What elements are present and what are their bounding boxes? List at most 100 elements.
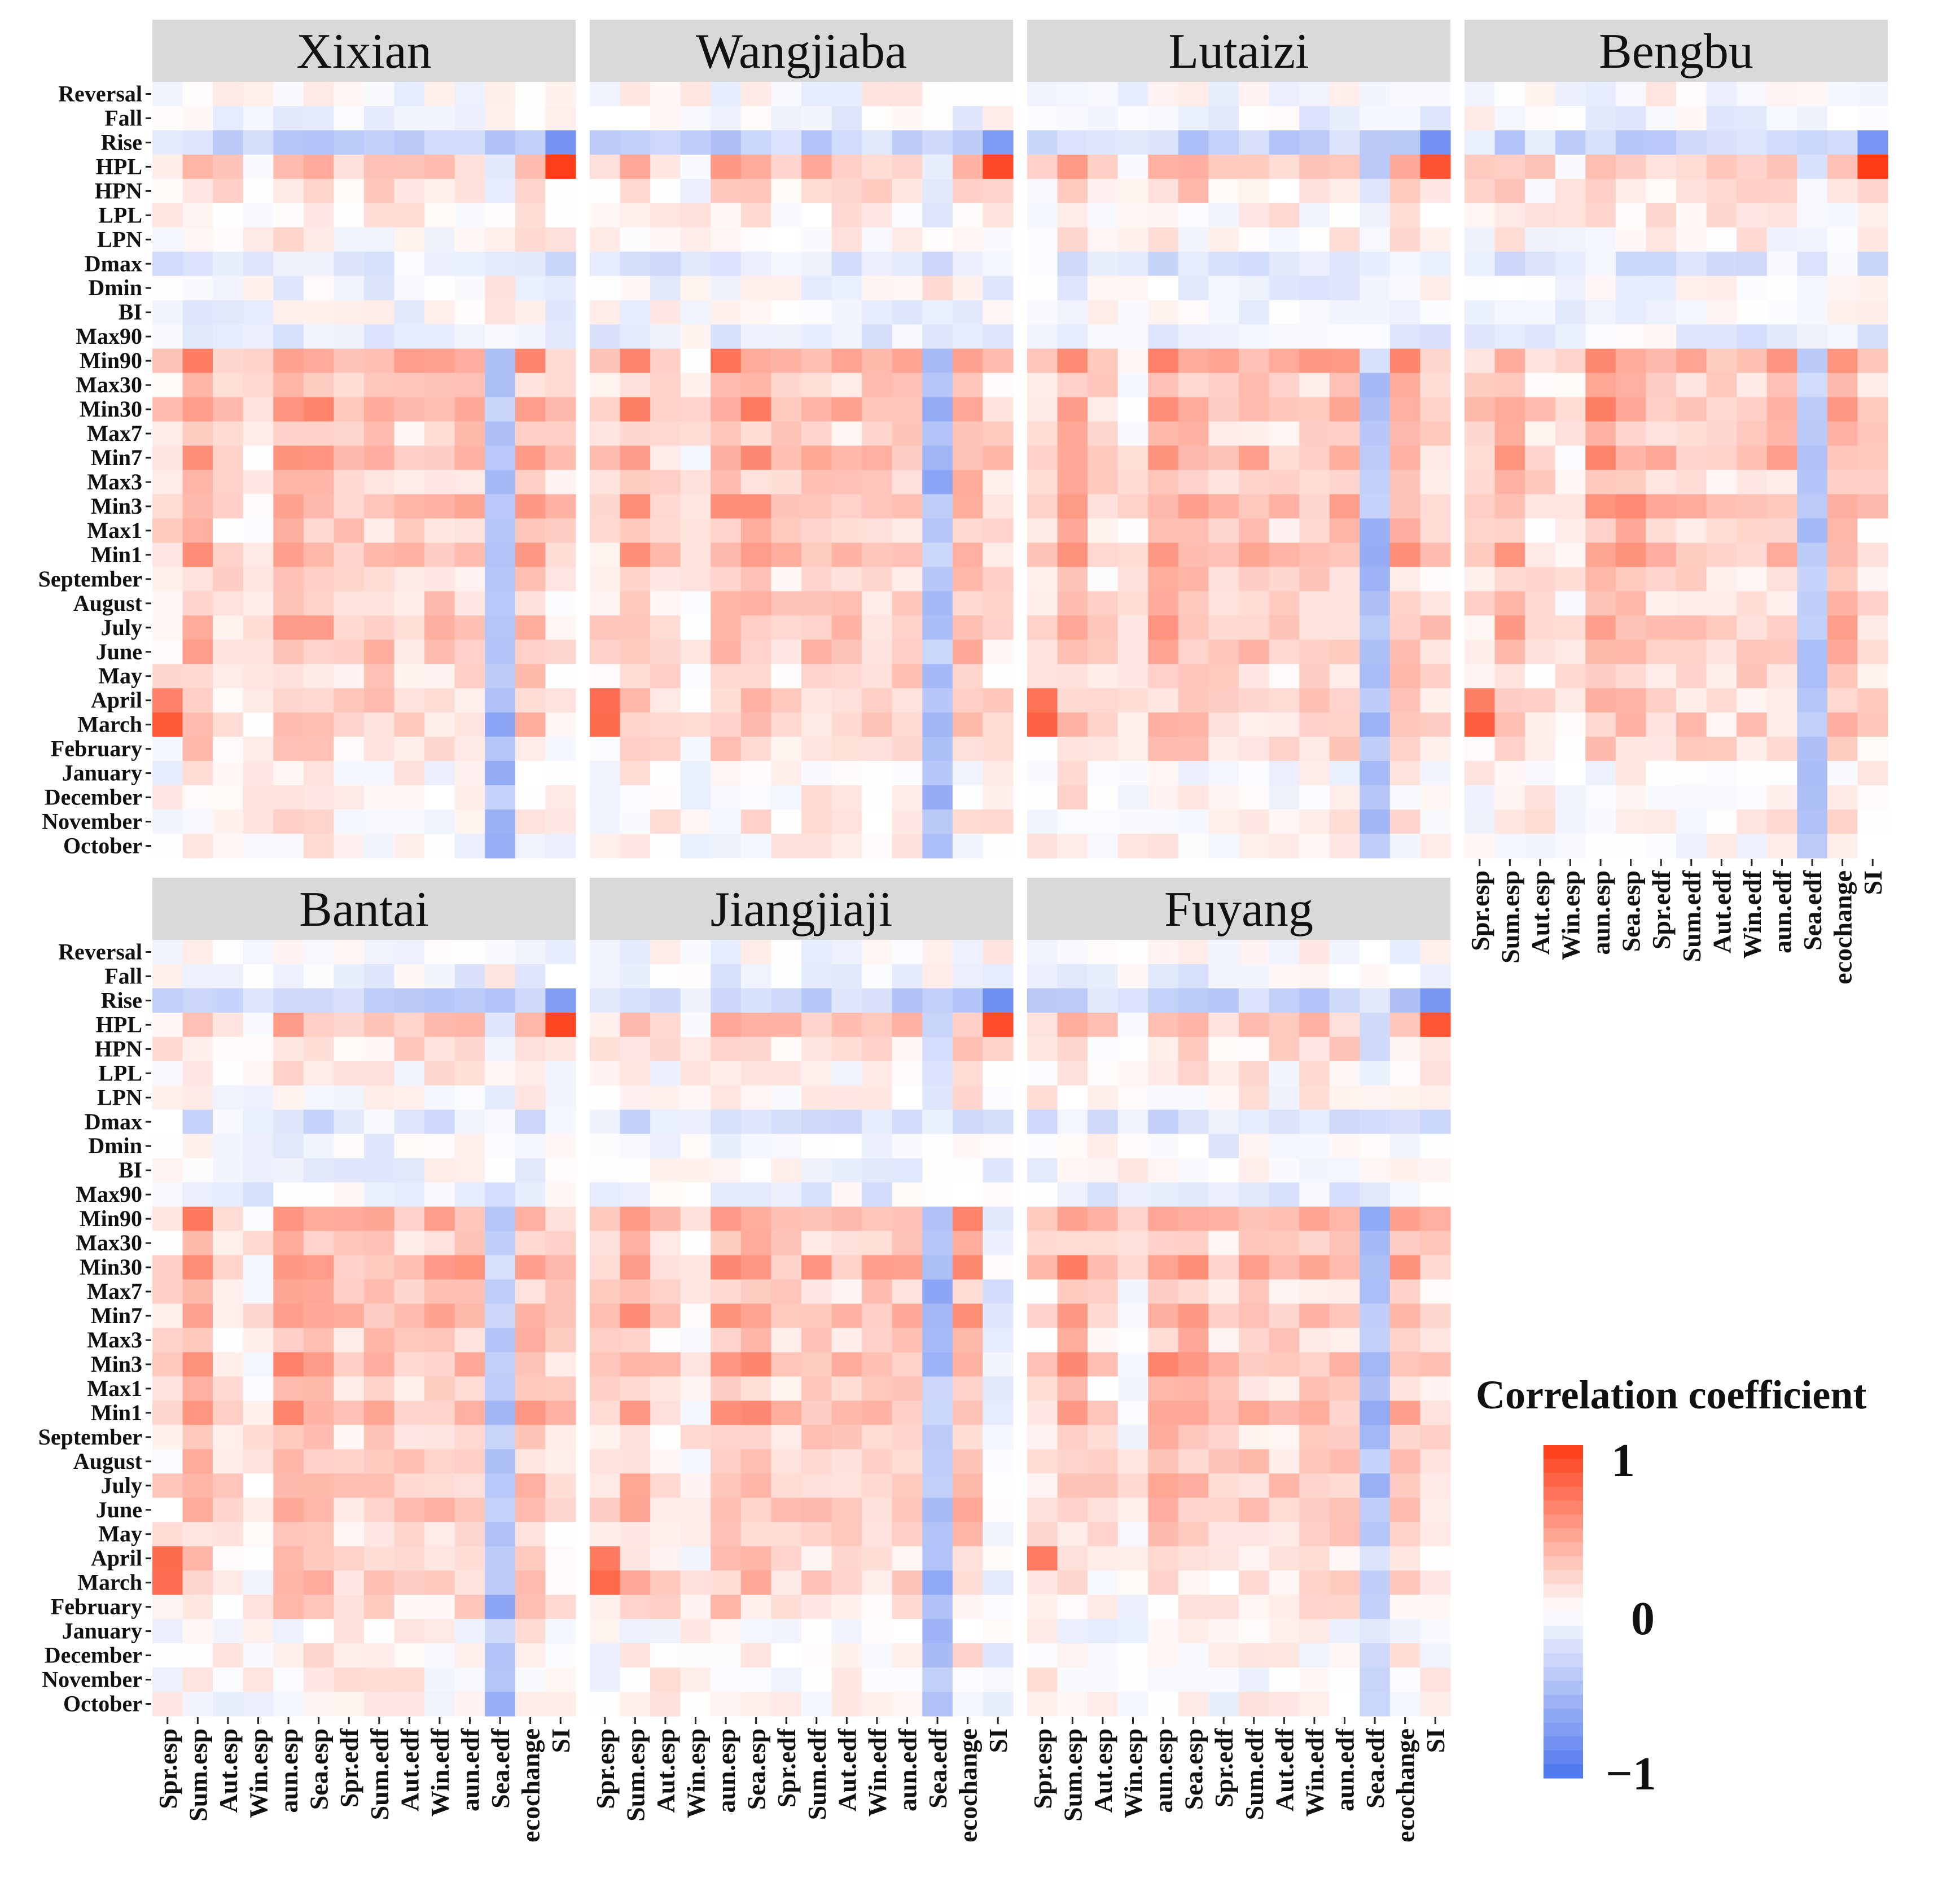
heatmap-cell — [182, 1498, 213, 1522]
heatmap-cell — [680, 809, 711, 834]
heatmap-cell — [771, 1498, 802, 1522]
heatmap-cell — [1857, 567, 1888, 592]
heatmap-cell — [1646, 251, 1677, 277]
legend-tick-low: −1 — [1606, 1748, 1656, 1800]
heatmap-cell — [424, 809, 455, 834]
heatmap-cell — [1420, 1085, 1451, 1110]
heatmap-cell — [182, 1182, 213, 1207]
heatmap-cell — [1329, 785, 1360, 810]
heatmap-cell — [545, 1109, 576, 1135]
heatmap-cell — [1299, 664, 1330, 689]
heatmap-cell — [243, 203, 274, 228]
heatmap-cell — [334, 203, 365, 228]
heatmap-cell — [1706, 688, 1737, 713]
heatmap-cell — [1525, 688, 1556, 713]
heatmap-cell — [650, 1206, 681, 1232]
heatmap-cell — [1299, 324, 1330, 349]
row-label: April — [91, 1546, 142, 1571]
heatmap-cell — [1646, 470, 1677, 495]
heatmap-cell — [831, 1231, 862, 1256]
heatmap-cell — [831, 785, 862, 810]
heatmap-cell — [1555, 106, 1586, 131]
heatmap-cell — [1027, 300, 1058, 325]
heatmap-cell — [1088, 1303, 1119, 1329]
heatmap-cell — [711, 1085, 742, 1110]
heatmap-cell — [243, 1109, 274, 1135]
heatmap-cell — [1239, 518, 1270, 544]
heatmap-cell — [1117, 445, 1148, 471]
heatmap-cell — [303, 1133, 335, 1159]
row-label: HPL — [96, 154, 142, 179]
heatmap-cell — [454, 373, 485, 398]
heatmap-cell — [1148, 542, 1179, 567]
heatmap-cell — [1585, 542, 1616, 567]
heatmap-cell — [1178, 1133, 1209, 1159]
heatmap-cell — [1178, 106, 1209, 131]
heatmap-cell — [1027, 1667, 1058, 1692]
heatmap-cell — [424, 1061, 455, 1086]
heatmap-cell — [1420, 1231, 1451, 1256]
heatmap-cell — [1057, 1158, 1088, 1183]
heatmap-cell — [862, 324, 893, 349]
heatmap-cell — [485, 178, 516, 204]
heatmap-cell — [650, 664, 681, 689]
heatmap-cell — [213, 1303, 244, 1329]
heatmap-cell — [711, 397, 742, 422]
col-label: Sea.edf — [923, 1728, 952, 1809]
heatmap-cell — [485, 275, 516, 301]
heatmap-cell — [1208, 1473, 1239, 1498]
heatmap-cell — [771, 591, 802, 616]
heatmap-cell — [485, 1085, 516, 1110]
heatmap-cell — [590, 1231, 621, 1256]
heatmap-cell — [740, 82, 772, 107]
heatmap-cell — [1269, 251, 1300, 277]
heatmap-cell — [273, 785, 304, 810]
heatmap-cell — [1389, 1158, 1421, 1183]
row-label: January — [62, 1618, 142, 1644]
legend-color-band — [1544, 1583, 1583, 1599]
heatmap-cell — [213, 664, 244, 689]
heatmap-cell — [364, 1061, 395, 1086]
heatmap-cell — [213, 1279, 244, 1305]
heatmap-cell — [303, 1376, 335, 1402]
heatmap-cell — [1117, 227, 1148, 252]
heatmap-cell — [1088, 1352, 1119, 1377]
heatmap-cell — [1088, 591, 1119, 616]
heatmap-cell — [364, 518, 395, 544]
heatmap-cell — [182, 1570, 213, 1595]
heatmap-cell — [152, 1692, 183, 1717]
heatmap-cell — [1299, 445, 1330, 471]
heatmap-cell — [740, 1643, 772, 1668]
heatmap-cell — [394, 227, 425, 252]
heatmap-cell — [213, 1619, 244, 1644]
heatmap-cell — [922, 324, 953, 349]
heatmap-cell — [1797, 300, 1828, 325]
heatmap-cell — [243, 542, 274, 567]
heatmap-cell — [1420, 373, 1451, 398]
heatmap-cell — [771, 1231, 802, 1256]
heatmap-cell — [1269, 130, 1300, 155]
heatmap-cell — [1299, 688, 1330, 713]
heatmap-cell — [152, 203, 183, 228]
heatmap-cell — [243, 1158, 274, 1183]
heatmap-cell — [1299, 1595, 1330, 1620]
heatmap-cell — [334, 615, 365, 640]
heatmap-cell — [650, 1085, 681, 1110]
heatmap-cell — [213, 1692, 244, 1717]
heatmap-cell — [545, 518, 576, 544]
heatmap-cell — [680, 106, 711, 131]
heatmap-cell — [983, 178, 1014, 204]
heatmap-cell — [1148, 737, 1179, 761]
heatmap-cell — [303, 421, 335, 447]
heatmap-cell — [1239, 761, 1270, 786]
heatmap-cell — [952, 1328, 984, 1353]
heatmap-cell — [831, 761, 862, 786]
heatmap-cell — [303, 275, 335, 301]
heatmap-cell — [680, 1012, 711, 1038]
heatmap-cell — [515, 324, 546, 349]
heatmap-cell — [182, 324, 213, 349]
heatmap-cell — [831, 567, 862, 592]
heatmap-cell — [424, 591, 455, 616]
heatmap-cell — [364, 1619, 395, 1644]
heatmap-cell — [1360, 1061, 1391, 1086]
